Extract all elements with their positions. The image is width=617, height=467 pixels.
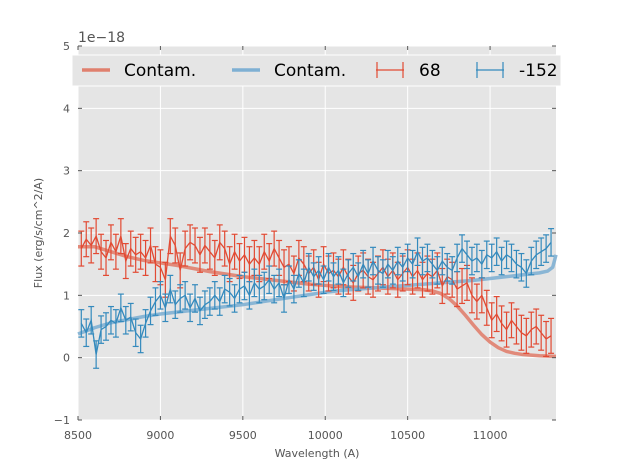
x-tick-label: 11000 xyxy=(473,429,508,442)
y-tick-label: 0 xyxy=(63,352,70,365)
x-axis-label: Wavelength (A) xyxy=(275,447,360,460)
y-tick-label: 5 xyxy=(63,40,70,53)
grid-lines xyxy=(77,45,556,421)
legend: Contam. Contam. 68 -152 xyxy=(71,54,562,87)
y-tick-label: 3 xyxy=(63,165,70,178)
x-tick-label: 9500 xyxy=(229,429,257,442)
y-offset-label: 1e−18 xyxy=(78,30,125,46)
y-tick-label: 1 xyxy=(63,289,70,302)
legend-label: 68 xyxy=(419,61,441,81)
y-tick-label: 2 xyxy=(63,227,70,240)
x-tick-label: 10500 xyxy=(390,429,425,442)
series-layer xyxy=(77,218,558,369)
legend-label: Contam. xyxy=(274,61,346,81)
x-tick-label: 8500 xyxy=(64,429,92,442)
errorbar-series xyxy=(78,228,555,369)
axis-ticks: 8500 9000 9500 10000 10500 11000 −1 0 1 2 3 4 5 xyxy=(54,40,556,442)
y-tick-label: −1 xyxy=(54,414,70,427)
data-line xyxy=(80,241,552,355)
legend-label: -152 xyxy=(519,61,558,81)
legend-label: Contam. xyxy=(124,61,196,81)
x-tick-label: 10000 xyxy=(308,429,343,442)
contam-line xyxy=(77,254,558,336)
y-axis-label: Flux (erg/s/cm^2/A) xyxy=(32,178,45,288)
x-tick-label: 9000 xyxy=(146,429,174,442)
y-tick-label: 4 xyxy=(63,102,70,115)
